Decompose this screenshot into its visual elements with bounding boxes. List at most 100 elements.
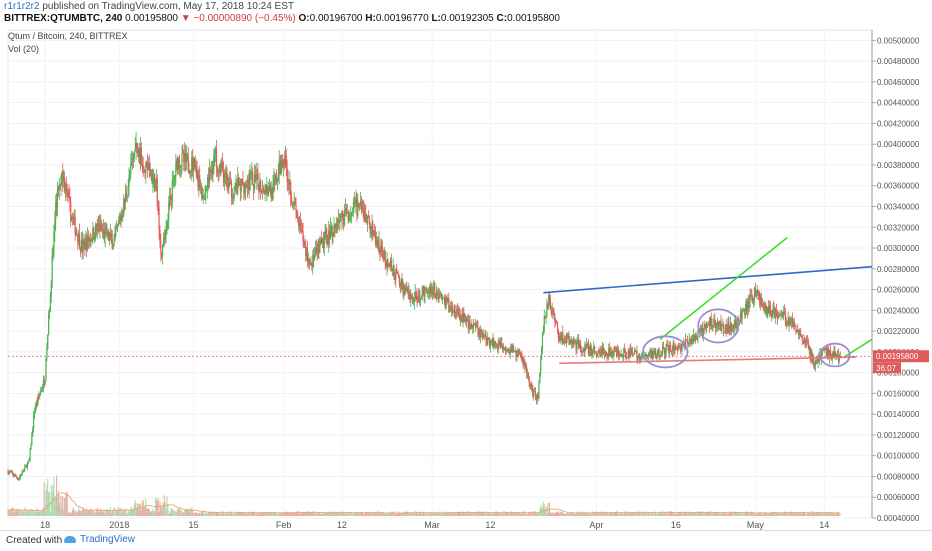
volume-bar [743, 513, 745, 516]
price-chart[interactable]: 0.005000000.004800000.004600000.00440000… [0, 26, 932, 530]
candle-body [748, 300, 750, 309]
candle-body [598, 350, 600, 353]
volume-bar [800, 512, 802, 516]
volume-bar [92, 511, 94, 516]
volume-bar [732, 512, 734, 516]
candle-body [424, 290, 426, 297]
volume-bar [249, 512, 251, 516]
volume-bar [760, 511, 762, 516]
candle-body [383, 251, 385, 260]
candle-body [302, 230, 304, 242]
volume-bar [264, 512, 266, 516]
volume-bar [492, 512, 494, 516]
volume-bar [293, 513, 295, 516]
volume-bar [734, 511, 736, 516]
candle-body [278, 160, 280, 174]
candle-body [466, 319, 468, 321]
volume-bar [675, 514, 677, 516]
author-link[interactable]: r1r1r2r2 [4, 1, 40, 12]
volume-bar [105, 512, 107, 516]
volume-bar [103, 512, 105, 516]
volume-bar [455, 513, 457, 516]
volume-bar [532, 511, 534, 516]
candle-body [402, 285, 404, 290]
candle-body [613, 347, 615, 355]
volume-bar [740, 513, 742, 516]
volume-bar [59, 495, 61, 516]
volume-bar [141, 501, 143, 516]
volume-bar [817, 511, 819, 516]
volume-bar [407, 514, 409, 516]
candle-body [681, 345, 683, 350]
volume-bar [663, 512, 665, 516]
candle-body [774, 308, 776, 319]
candle-body [517, 349, 519, 354]
volume-bar [20, 511, 22, 516]
candle-body [110, 233, 112, 238]
tradingview-logo[interactable]: TradingView [64, 534, 135, 545]
candle-body [766, 311, 768, 315]
volume-bar [729, 511, 731, 516]
candle-body [196, 166, 198, 177]
candle-body [124, 193, 127, 203]
candle-body [702, 331, 704, 337]
volume-bar [396, 513, 398, 516]
candle-body [671, 350, 673, 351]
volume-bar [656, 512, 658, 516]
volume-bar [498, 513, 500, 516]
candle-body [341, 210, 343, 217]
volume-bar [438, 513, 440, 516]
candle-body [581, 351, 583, 353]
candle-body [23, 469, 25, 472]
candle-body [298, 218, 300, 227]
candle-body [310, 264, 312, 265]
candle-body [427, 292, 430, 294]
candle-body [128, 174, 130, 187]
volume-bar [798, 512, 800, 516]
candle-body [458, 314, 461, 316]
volume-bar [127, 510, 129, 516]
volume-bar [315, 513, 317, 516]
volume-bar [490, 513, 492, 516]
candle-body [138, 148, 140, 158]
candle-body [289, 182, 291, 185]
candle-body [59, 185, 61, 187]
candle-body [813, 356, 815, 365]
candle-body [664, 353, 666, 354]
candle-body [411, 295, 413, 299]
candle-body [55, 202, 57, 221]
volume-bar [828, 512, 830, 516]
candle-body [200, 187, 203, 196]
candle-body [43, 380, 45, 385]
volume-bar [321, 512, 324, 516]
y-tick-label: 0.00060000 [877, 493, 920, 502]
candle-body [217, 170, 219, 173]
volume-bar [556, 511, 559, 516]
candle-body [817, 357, 819, 363]
volume-bar [211, 512, 213, 516]
chart-area[interactable]: 0.00500000 0.00480000 0.00460000 0.00440000… [0, 26, 932, 530]
volume-bar [801, 513, 803, 516]
candle-body [616, 348, 618, 356]
candle-body [101, 229, 103, 231]
volume-bar [796, 512, 798, 516]
candle-body [248, 180, 250, 190]
candle-body [284, 155, 286, 165]
candle-body [413, 297, 415, 303]
volume-bar [562, 511, 564, 516]
volume-bar [314, 511, 317, 516]
candle-body [589, 345, 591, 351]
candle-body [833, 351, 835, 357]
candle-body [144, 171, 146, 173]
price-marker-box [873, 350, 929, 363]
volume-bar [349, 512, 351, 516]
candle-body [434, 283, 436, 296]
volume-bar [256, 512, 258, 516]
candle-body [224, 171, 226, 176]
candle-body [234, 184, 236, 192]
candle-body [771, 316, 773, 318]
y-tick-label: 0.00080000 [877, 472, 920, 481]
volume-bar [503, 511, 505, 516]
candle-body [745, 303, 747, 316]
volume-bar [44, 510, 46, 516]
